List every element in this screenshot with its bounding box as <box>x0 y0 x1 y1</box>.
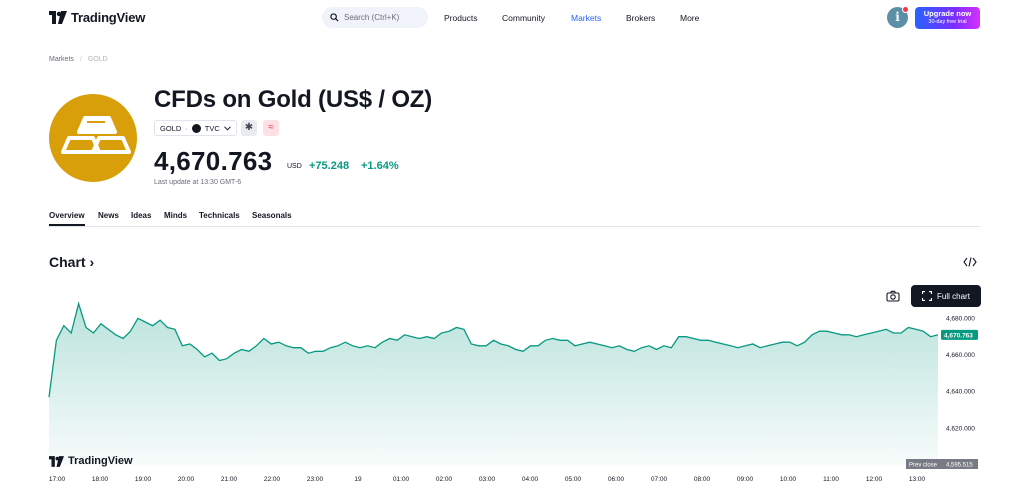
price-change-percent: +1.64% <box>361 160 399 172</box>
search-icon <box>330 13 339 22</box>
search-input[interactable]: Search (Ctrl+K) <box>322 7 428 28</box>
tradingview-logo-icon <box>49 455 64 467</box>
x-tick-label: 19 <box>354 476 362 483</box>
x-tick-label: 11:00 <box>823 476 839 483</box>
price-line <box>48 301 939 398</box>
x-tick-label: 20:00 <box>178 476 195 483</box>
tab-news[interactable]: News <box>98 211 119 220</box>
tab-technicals[interactable]: Technicals <box>199 211 240 220</box>
nav-community[interactable]: Community <box>502 13 545 23</box>
gold-bars-graphic <box>61 116 131 154</box>
price-chart[interactable]: 4,680.0004,660.0004,640.0004,620.0004,60… <box>0 300 1024 495</box>
x-tick-label: 18:00 <box>92 476 109 483</box>
x-tick-label: 04:00 <box>522 476 539 483</box>
x-tick-label: 22:00 <box>264 476 281 483</box>
y-tick-label: 4,680.000 <box>946 315 975 322</box>
x-tick-label: 19:00 <box>135 476 152 483</box>
separator-dot: · <box>185 123 188 133</box>
asterisk-button[interactable]: ✱ <box>241 120 257 136</box>
tradingview-logo[interactable]: TradingView <box>49 10 145 25</box>
upgrade-sublabel: 30-day free trial <box>928 19 967 25</box>
price-area-fill <box>49 303 938 465</box>
gold-bars-icon <box>49 94 137 182</box>
upgrade-label: Upgrade now <box>923 9 972 18</box>
prev-close-value: 4,595.515 <box>946 462 973 468</box>
breadcrumb-separator: / <box>79 56 82 63</box>
page-title: CFDs on Gold (US$ / OZ) <box>154 86 433 113</box>
prev-close-label-bg <box>906 459 978 469</box>
x-tick-label: 09:00 <box>737 476 754 483</box>
chart-heading-label: Chart <box>49 254 86 270</box>
notification-dot <box>902 6 909 13</box>
top-navigation: TradingView Search (Ctrl+K) Products Com… <box>0 0 1024 36</box>
x-tick-label: 23:00 <box>307 476 324 483</box>
prev-close-label: Prev close <box>909 462 938 468</box>
breadcrumb-markets[interactable]: Markets <box>49 56 74 63</box>
embed-code-icon[interactable] <box>963 257 977 267</box>
x-tick-label: 10:00 <box>780 476 797 483</box>
upgrade-button[interactable]: Upgrade now 30-day free trial <box>915 7 980 29</box>
tab-seasonals[interactable]: Seasonals <box>252 211 292 220</box>
x-tick-label: 13:00 <box>909 476 926 483</box>
x-tick-label: 08:00 <box>694 476 711 483</box>
full-chart-button[interactable]: Full chart <box>911 285 981 307</box>
x-tick-label: 17:00 <box>49 476 66 483</box>
nav-brokers[interactable]: Brokers <box>626 13 656 23</box>
x-tick-label: 07:00 <box>651 476 668 483</box>
y-tick-label: 4,660.000 <box>946 352 975 359</box>
symbol-ticker: GOLD <box>160 123 182 133</box>
fullscreen-icon <box>922 291 933 301</box>
x-tick-label: 12:00 <box>866 476 883 483</box>
asterisk-icon: ✱ <box>244 122 254 133</box>
price-change: +75.248 <box>309 160 350 172</box>
approx-button[interactable]: ≈ <box>263 120 279 136</box>
x-tick-label: 21:00 <box>221 476 238 483</box>
chart-heading[interactable]: Chart › <box>49 254 94 270</box>
tradingview-logo-icon <box>49 11 67 24</box>
nav-markets[interactable]: Markets <box>571 13 602 23</box>
exchange-name: TVC <box>204 123 220 133</box>
tab-overview[interactable]: Overview <box>49 211 85 226</box>
search-placeholder: Search (Ctrl+K) <box>344 13 400 22</box>
symbol-tabs: Overview News Ideas Minds Technicals Sea… <box>49 211 980 227</box>
x-tick-label: 05:00 <box>565 476 582 483</box>
x-tick-label: 06:00 <box>608 476 625 483</box>
x-tick-label: 01:00 <box>393 476 410 483</box>
brand-name: TradingView <box>71 10 146 25</box>
last-price: 4,670.763 <box>154 146 273 176</box>
full-chart-label: Full chart <box>937 291 970 301</box>
y-tick-label: 4,620.000 <box>946 425 975 432</box>
tab-minds[interactable]: Minds <box>164 211 188 220</box>
breadcrumb-current: GOLD <box>87 56 108 63</box>
chevron-down-icon <box>223 125 231 131</box>
last-price-label-bg <box>941 329 978 340</box>
x-tick-label: 02:00 <box>436 476 453 483</box>
y-tick-label: 4,640.000 <box>946 389 975 396</box>
nav-more[interactable]: More <box>680 13 700 23</box>
camera-icon[interactable] <box>886 290 900 302</box>
nav-products[interactable]: Products <box>444 13 478 23</box>
tab-ideas[interactable]: Ideas <box>131 211 152 220</box>
chart-watermark-text: TradingView <box>68 455 133 467</box>
price-currency: USD <box>287 163 302 170</box>
symbol-selector[interactable]: GOLD · TVC <box>154 120 237 136</box>
chevron-right-icon: › <box>85 254 95 270</box>
last-update-text: Last update at 13:30 GMT-6 <box>154 179 242 186</box>
approx-icon: ≈ <box>268 122 274 133</box>
chart-watermark: TradingView <box>49 455 133 467</box>
last-price-label: 4,670.763 <box>944 332 973 339</box>
x-tick-label: 03:00 <box>479 476 496 483</box>
exchange-logo-icon <box>191 123 201 133</box>
breadcrumb: Markets / GOLD <box>49 56 108 63</box>
